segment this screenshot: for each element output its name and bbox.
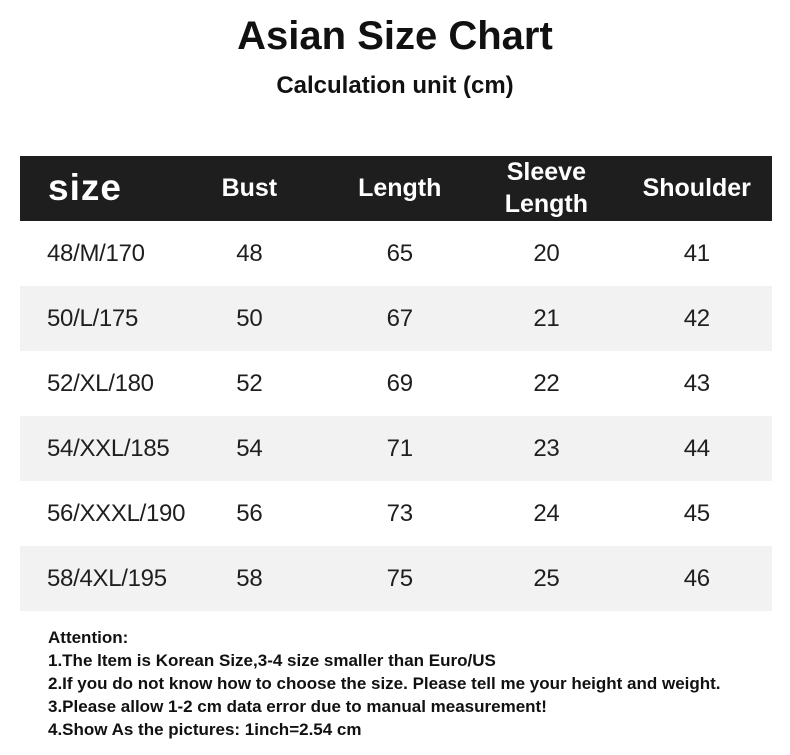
- table-header-row: size Bust Length Sleeve Length Shoulder: [20, 156, 772, 221]
- cell-length: 71: [386, 434, 413, 462]
- cell-size: 54/XXL/185: [47, 434, 170, 462]
- cell-size: 58/4XL/195: [47, 564, 167, 592]
- cell-sleeve-length: 21: [533, 304, 560, 332]
- table-row: 56/XXXL/190 56 73 24 45: [20, 481, 772, 546]
- cell-length: 67: [386, 304, 413, 332]
- column-header-bust: Bust: [221, 173, 278, 202]
- cell-sleeve-length: 20: [533, 239, 560, 267]
- page-title: Asian Size Chart: [237, 14, 553, 58]
- attention-line: 1.The ltem is Korean Size,3-4 size small…: [48, 651, 496, 670]
- cell-bust: 50: [236, 304, 263, 332]
- attention-line: 3.Please allow 1-2 cm data error due to …: [48, 697, 547, 716]
- cell-bust: 56: [236, 499, 263, 527]
- cell-sleeve-length: 25: [533, 564, 560, 592]
- cell-shoulder: 41: [683, 239, 710, 267]
- attention-notes: Attention: 1.The ltem is Korean Size,3-4…: [48, 626, 748, 741]
- cell-length: 73: [386, 499, 413, 527]
- table-row: 52/XL/180 52 69 22 43: [20, 351, 772, 416]
- cell-bust: 52: [236, 369, 263, 397]
- column-header-length: Length: [358, 173, 442, 202]
- column-header-size: size: [48, 167, 122, 209]
- table-row: 48/M/170 48 65 20 41: [20, 221, 772, 286]
- cell-shoulder: 42: [683, 304, 710, 332]
- column-header-shoulder: Shoulder: [642, 173, 751, 202]
- cell-bust: 48: [236, 239, 263, 267]
- page-subtitle: Calculation unit (cm): [276, 72, 514, 99]
- cell-size: 56/XXXL/190: [47, 499, 186, 527]
- cell-size: 50/L/175: [47, 304, 139, 332]
- table-row: 50/L/175 50 67 21 42: [20, 286, 772, 351]
- cell-bust: 54: [236, 434, 263, 462]
- cell-shoulder: 43: [683, 369, 710, 397]
- cell-sleeve-length: 24: [533, 499, 560, 527]
- cell-shoulder: 46: [683, 564, 710, 592]
- column-header-sleeve-length: Sleeve Length: [504, 158, 589, 218]
- cell-size: 52/XL/180: [47, 369, 154, 397]
- cell-length: 65: [386, 239, 413, 267]
- table-row: 58/4XL/195 58 75 25 46: [20, 546, 772, 611]
- cell-size: 48/M/170: [47, 239, 145, 267]
- cell-sleeve-length: 23: [533, 434, 560, 462]
- attention-heading: Attention:: [48, 628, 129, 647]
- attention-line: 2.If you do not know how to choose the s…: [48, 674, 721, 693]
- cell-length: 69: [386, 369, 413, 397]
- cell-shoulder: 44: [683, 434, 710, 462]
- table-row: 54/XXL/185 54 71 23 44: [20, 416, 772, 481]
- size-chart-table: size Bust Length Sleeve Length Shoulder …: [20, 156, 772, 611]
- cell-sleeve-length: 22: [533, 369, 560, 397]
- cell-shoulder: 45: [683, 499, 710, 527]
- cell-length: 75: [386, 564, 413, 592]
- cell-bust: 58: [236, 564, 263, 592]
- attention-line: 4.Show As the pictures: 1inch=2.54 cm: [48, 720, 362, 739]
